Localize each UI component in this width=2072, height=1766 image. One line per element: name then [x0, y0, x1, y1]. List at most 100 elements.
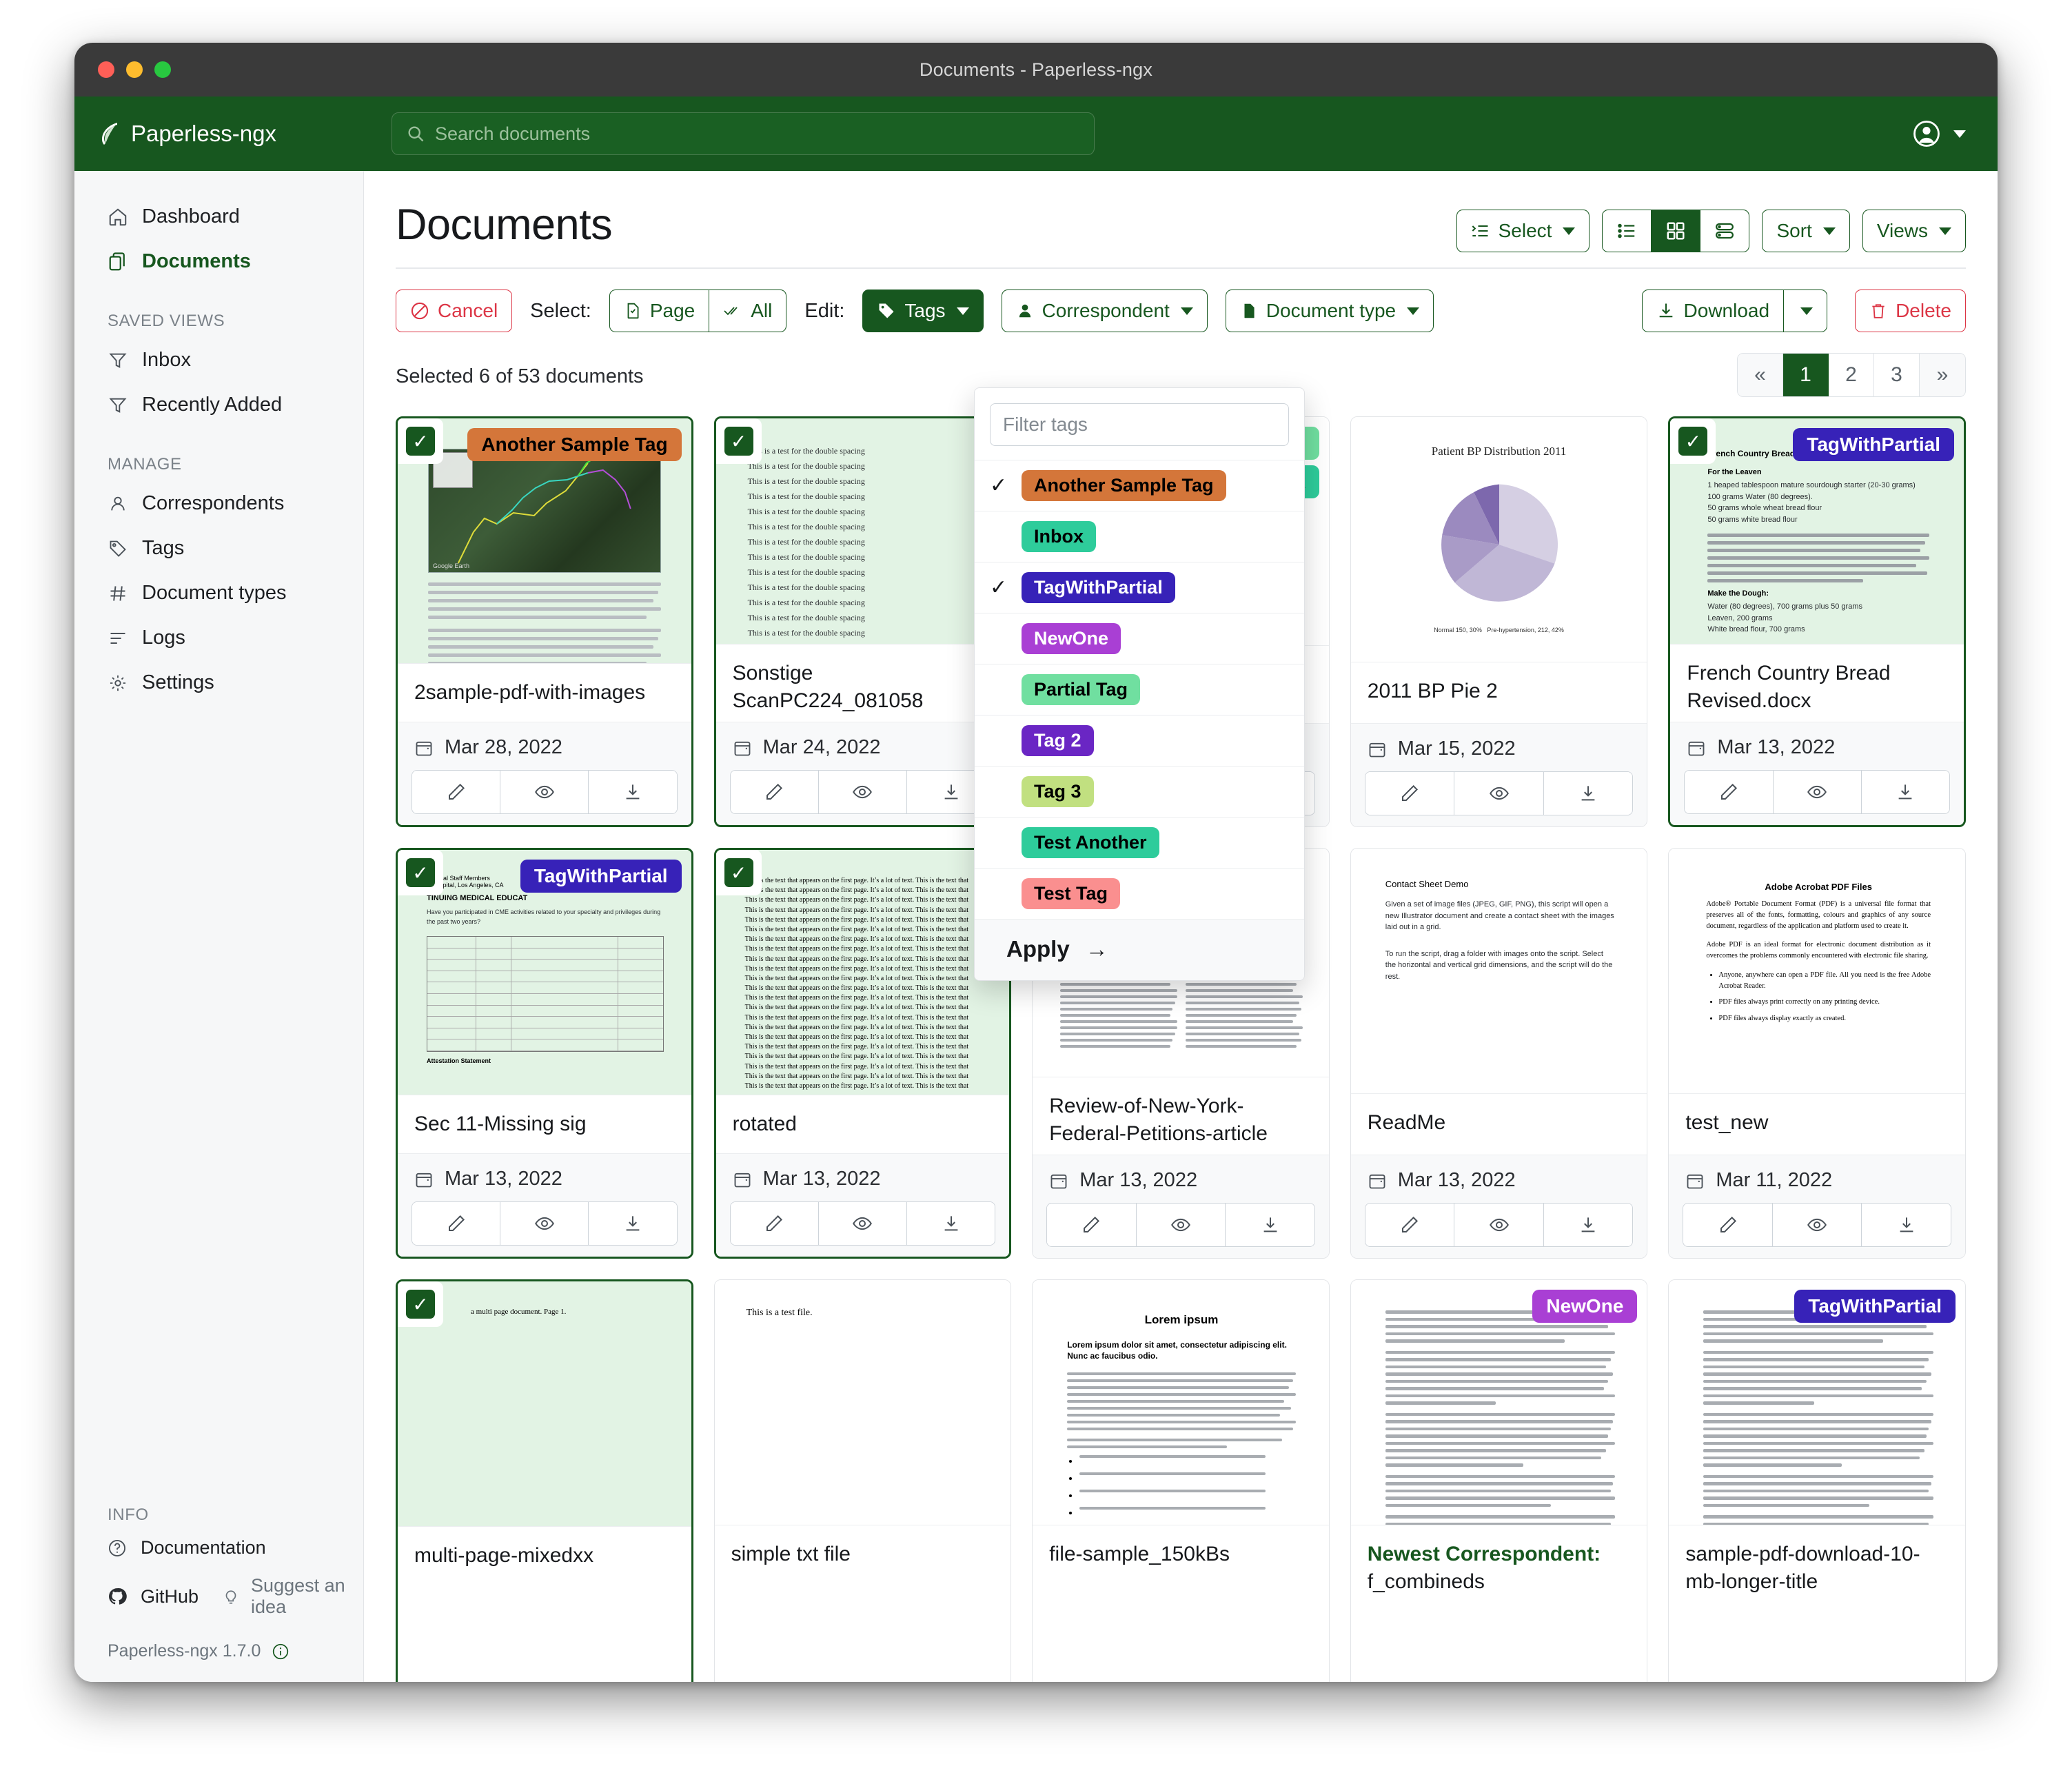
document-thumbnail[interactable]: Contact Sheet Demo Given a set of image f… [1350, 849, 1647, 1094]
edit-button[interactable] [1365, 772, 1455, 815]
sidebar-item-document-types[interactable]: Document types [74, 571, 363, 616]
pagination-page-3[interactable]: 3 [1874, 354, 1920, 396]
edit-button[interactable] [1685, 771, 1774, 813]
tag-chip[interactable]: TagWithPartial [1793, 428, 1954, 462]
download-button[interactable] [1862, 1204, 1951, 1246]
download-button[interactable] [589, 1202, 677, 1245]
search-box[interactable] [392, 112, 1095, 155]
download-button[interactable] [907, 1202, 995, 1245]
search-input[interactable] [435, 123, 1080, 145]
document-card[interactable]: This is a test for the double spacing Thi… [713, 416, 1012, 827]
document-card[interactable]: Contact Sheet Demo Given a set of image f… [1350, 848, 1648, 1259]
preview-button[interactable] [1454, 1204, 1544, 1246]
document-thumbnail[interactable]: Patient BP Distribution 2011 Normal 150, … [1350, 417, 1647, 662]
document-title[interactable]: simple txt file [731, 1543, 851, 1565]
edit-button[interactable] [730, 1202, 819, 1245]
pagination-last[interactable]: » [1920, 354, 1965, 396]
sidebar-item-documentation[interactable]: Documentation [74, 1529, 363, 1567]
card-select-checkbox[interactable]: ✓ [398, 850, 443, 895]
document-thumbnail[interactable]: This is a test for the double spacing Thi… [715, 418, 1010, 645]
document-thumbnail[interactable]: This is a test file. [714, 1280, 1011, 1525]
tag-chip[interactable]: Another Sample Tag [467, 428, 682, 462]
document-title[interactable]: 2011 BP Pie 2 [1367, 680, 1498, 702]
document-title[interactable]: Sec 11-Missing sig [414, 1113, 587, 1135]
document-title[interactable]: French Country Bread Revised.docx [1687, 662, 1891, 713]
select-all-button[interactable]: All [709, 290, 787, 332]
document-thumbnail[interactable]: Adobe Acrobat PDF Files Adobe® Portable D… [1669, 849, 1965, 1094]
tag-option[interactable]: Tag 2 [975, 715, 1304, 766]
cancel-button[interactable]: Cancel [396, 290, 513, 332]
view-mode-detail-button[interactable] [1700, 210, 1750, 252]
document-title[interactable]: Review-of-New-York-Federal-Petitions-art… [1049, 1095, 1268, 1146]
download-button[interactable] [1861, 771, 1949, 813]
edit-button[interactable] [730, 771, 819, 813]
pagination-page-1[interactable]: 1 [1783, 354, 1829, 396]
views-button[interactable]: Views [1862, 210, 1966, 252]
preview-button[interactable] [818, 771, 907, 813]
edit-button[interactable] [1365, 1204, 1455, 1246]
document-card[interactable]: Patient BP Distribution 2011 Normal 150, … [1350, 416, 1648, 827]
edit-button[interactable] [1047, 1204, 1137, 1246]
document-card[interactable]: Medical Staff Members n Hospital, Los Ang… [396, 848, 693, 1259]
edit-button[interactable] [412, 771, 501, 813]
tag-filter-input[interactable] [990, 403, 1289, 446]
select-page-button[interactable]: Page [609, 290, 710, 332]
sidebar-item-documents[interactable]: Documents [74, 239, 363, 284]
document-thumbnail[interactable]: a multi page document. Page 1. ✓ [398, 1281, 691, 1527]
document-thumbnail[interactable]: This is the text that appears on the fir… [715, 850, 1010, 1095]
sidebar-item-inbox[interactable]: Inbox [74, 338, 363, 383]
minimize-icon[interactable] [126, 61, 143, 78]
document-thumbnail[interactable]: French Country Bread For the Leaven 1 heap… [1670, 418, 1964, 645]
sidebar-item-correspondents[interactable]: Correspondents [74, 481, 363, 526]
card-select-checkbox[interactable]: ✓ [715, 850, 762, 895]
card-select-checkbox[interactable]: ✓ [715, 418, 762, 464]
preview-button[interactable] [500, 1202, 589, 1245]
select-button[interactable]: Select [1456, 210, 1590, 252]
tag-option[interactable]: NewOne [975, 613, 1304, 664]
document-title[interactable]: Newest Correspondent: f_combineds [1351, 1525, 1647, 1682]
sidebar-item-suggest-idea[interactable]: Suggest an idea [222, 1575, 363, 1618]
download-button[interactable] [1226, 1204, 1314, 1246]
card-select-checkbox[interactable]: ✓ [398, 1281, 443, 1327]
sort-button[interactable]: Sort [1762, 210, 1850, 252]
tag-option[interactable]: Tag 3 [975, 766, 1304, 817]
view-mode-grid-button[interactable] [1652, 210, 1701, 252]
document-card[interactable]: a multi page document. Page 1. ✓ multi-pag… [396, 1279, 693, 1682]
sidebar-item-recently-added[interactable]: Recently Added [74, 383, 363, 427]
document-card[interactable]: French Country Bread For the Leaven 1 heap… [1668, 416, 1966, 827]
tag-chip[interactable]: TagWithPartial [520, 860, 682, 893]
download-button[interactable] [1543, 772, 1633, 815]
document-card[interactable]: TagWithPartial sample-pdf-download-10-mb-… [1668, 1279, 1966, 1682]
preview-button[interactable] [1772, 1204, 1862, 1246]
document-card[interactable]: Adobe Acrobat PDF Files Adobe® Portable D… [1668, 848, 1966, 1259]
close-icon[interactable] [98, 61, 114, 78]
document-thumbnail[interactable]: TagWithPartial [1669, 1280, 1965, 1525]
sidebar-item-github[interactable]: GitHub [108, 1586, 199, 1607]
pagination-first[interactable]: « [1738, 354, 1783, 396]
edit-button[interactable] [412, 1202, 501, 1245]
document-title[interactable]: test_new [1685, 1111, 1769, 1134]
brand[interactable]: Paperless-ngx [99, 121, 375, 147]
download-button[interactable] [1543, 1204, 1633, 1246]
document-thumbnail[interactable]: Google Earth ✓ Another Sample Tag [398, 418, 691, 664]
correspondent-dropdown-button[interactable]: Correspondent [1001, 290, 1208, 332]
document-title[interactable]: Sonstige ScanPC224_081058 [732, 662, 924, 713]
download-options-button[interactable] [1784, 290, 1828, 332]
document-thumbnail[interactable]: NewOne [1350, 1280, 1647, 1525]
document-title[interactable]: sample-pdf-download-10-mb-longer-title [1685, 1543, 1920, 1593]
edit-button[interactable] [1683, 1204, 1773, 1246]
tag-option[interactable]: Inbox [975, 511, 1304, 562]
tag-option[interactable]: Test Tag [975, 868, 1304, 919]
sidebar-item-logs[interactable]: Logs [74, 616, 363, 660]
sidebar-item-tags[interactable]: Tags [74, 526, 363, 571]
delete-button[interactable]: Delete [1855, 290, 1966, 332]
apply-tags-button[interactable]: Apply → [975, 919, 1304, 981]
preview-button[interactable] [818, 1202, 907, 1245]
user-menu[interactable] [1912, 119, 1966, 148]
document-card[interactable]: This is a test file. simple txt file [713, 1279, 1012, 1682]
tags-dropdown-button[interactable]: Tags [862, 290, 984, 332]
tag-option[interactable]: ✓ TagWithPartial [975, 562, 1304, 613]
document-title[interactable]: multi-page-mixedxx [414, 1544, 594, 1567]
sidebar-item-settings[interactable]: Settings [74, 660, 363, 705]
document-title[interactable]: rotated [732, 1113, 797, 1135]
